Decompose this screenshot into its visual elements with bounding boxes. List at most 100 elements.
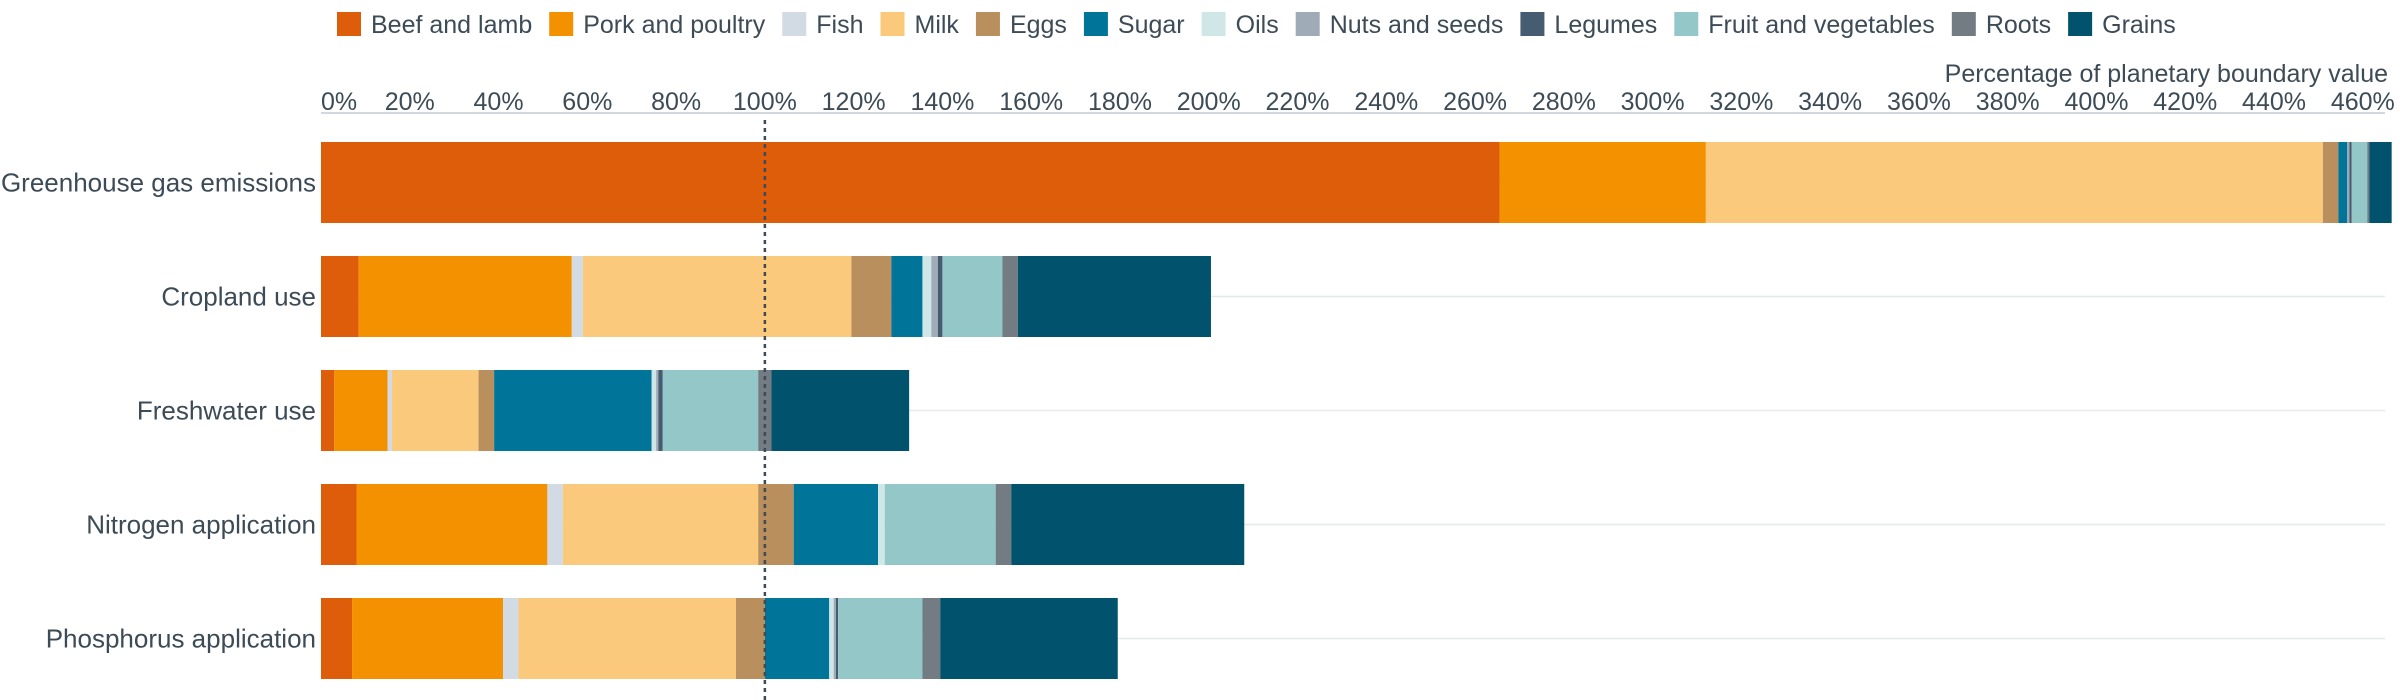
bar-phosphorus-application-milk	[518, 598, 737, 679]
bar-freshwater-use-pork-and-poultry	[334, 370, 388, 451]
bar-phosphorus-application-pork-and-poultry	[352, 598, 503, 679]
bar-cropland-use-pork-and-poultry	[358, 256, 572, 337]
x-tick-label: 260%	[1443, 88, 1507, 116]
bar-nitrogen-application-roots	[995, 484, 1012, 565]
bar-nitrogen-application-pork-and-poultry	[356, 484, 548, 565]
x-axis: 0% 20% 40% 60% 80% 100% 120% 140% 160% 180% 200% 22…	[321, 88, 2395, 116]
x-tick-label: 300%	[1621, 88, 1685, 116]
bar-nitrogen-application-milk	[562, 484, 759, 565]
bar-cropland-use-milk	[582, 256, 852, 337]
bar-freshwater-use-sugar	[494, 370, 652, 451]
bar-greenhouse-gas-emissions-milk	[1705, 142, 2323, 223]
x-axis-title: Percentage of planetary boundary value	[1945, 60, 2388, 88]
x-tick-label: 200%	[1177, 88, 1241, 116]
bar-cropland-use-fish	[571, 256, 583, 337]
bar-phosphorus-application-legumes	[835, 598, 839, 679]
bar-freshwater-use-grains	[771, 370, 910, 451]
legend-swatch-sugar	[1083, 12, 1108, 36]
category-label-freshwater-use: Freshwater use	[137, 396, 316, 426]
chart-legend: Beef and lamb Pork and poultry Fish Milk Egg…	[337, 11, 2176, 39]
bar-freshwater-use-eggs	[478, 370, 495, 451]
legend-label-nuts-and-seeds: Nuts and seeds	[1330, 11, 1504, 39]
bar-greenhouse-gas-emissions-eggs	[2322, 142, 2339, 223]
legend-swatch-eggs	[975, 12, 1000, 36]
x-tick-label: 220%	[1266, 88, 1330, 116]
category-label-greenhouse-gas-emissions: Greenhouse gas emissions	[1, 168, 316, 198]
bar-phosphorus-application-sugar	[764, 598, 830, 679]
x-tick-label: 320%	[1709, 88, 1773, 116]
bar-phosphorus-application-grains	[940, 598, 1118, 679]
x-tick-label: 440%	[2242, 88, 2306, 116]
x-tick-label: 240%	[1354, 88, 1418, 116]
bar-greenhouse-gas-emissions-grains	[2369, 142, 2392, 223]
bar-phosphorus-application-oils	[829, 598, 834, 679]
category-label-cropland-use: Cropland use	[161, 282, 316, 312]
legend-label-milk: Milk	[915, 11, 960, 39]
x-tick-label: 120%	[822, 88, 886, 116]
x-tick-label: 180%	[1088, 88, 1152, 116]
legend-swatch-nuts-and-seeds	[1295, 12, 1320, 36]
bar-greenhouse-gas-emissions-legumes	[2349, 142, 2352, 223]
bar-freshwater-use-fruit-and-vegetables	[662, 370, 759, 451]
x-tick-label: 380%	[1976, 88, 2040, 116]
bar-freshwater-use-oils	[651, 370, 657, 451]
bar-greenhouse-gas-emissions-roots	[2367, 142, 2370, 223]
bar-cropland-use-sugar	[891, 256, 923, 337]
legend-label-oils: Oils	[1236, 11, 1279, 39]
bar-cropland-use-fruit-and-vegetables	[942, 256, 1003, 337]
legend-swatch-grains	[2068, 12, 2093, 36]
bar-cropland-use-roots	[1002, 256, 1018, 337]
legend-swatch-roots	[1951, 12, 1976, 36]
category-label-nitrogen-application: Nitrogen application	[86, 510, 316, 540]
bar-freshwater-use-fish	[387, 370, 393, 451]
bar-cropland-use-oils	[922, 256, 932, 337]
legend-swatch-fruit-and-vegetables	[1674, 12, 1699, 36]
legend-label-roots: Roots	[1986, 11, 2051, 39]
bars	[321, 142, 2392, 679]
bar-phosphorus-application-nuts-and-seeds	[833, 598, 836, 679]
legend-swatch-beef-and-lamb	[337, 12, 361, 36]
x-tick-label: 60%	[562, 88, 612, 116]
legend-label-grains: Grains	[2102, 11, 2176, 39]
x-tick-label: 420%	[2153, 88, 2217, 116]
x-tick-label: 340%	[1798, 88, 1862, 116]
bar-cropland-use-nuts-and-seeds	[931, 256, 938, 337]
bar-greenhouse-gas-emissions-pork-and-poultry	[1499, 142, 1706, 223]
bar-freshwater-use-nuts-and-seeds	[656, 370, 659, 451]
category-label-phosphorus-application: Phosphorus application	[46, 624, 316, 654]
bar-nitrogen-application-fish	[547, 484, 563, 565]
x-tick-label: 160%	[999, 88, 1063, 116]
x-tick-label: 140%	[910, 88, 974, 116]
bar-cropland-use-eggs	[851, 256, 892, 337]
bar-cropland-use-beef-and-lamb	[321, 256, 359, 337]
bar-greenhouse-gas-emissions-sugar	[2338, 142, 2348, 223]
bar-phosphorus-application-fruit-and-vegetables	[838, 598, 923, 679]
legend-swatch-oils	[1201, 12, 1226, 36]
x-tick-label: 400%	[2065, 88, 2129, 116]
x-tick-label: 280%	[1532, 88, 1596, 116]
bar-nitrogen-application-fruit-and-vegetables	[884, 484, 996, 565]
legend-label-beef-and-lamb: Beef and lamb	[371, 11, 532, 39]
category-labels: Greenhouse gas emissions Cropland use Fres…	[1, 168, 316, 654]
bar-freshwater-use-milk	[392, 370, 479, 451]
legend-label-eggs: Eggs	[1010, 11, 1067, 39]
x-tick-label: 460%	[2331, 88, 2395, 116]
bar-nitrogen-application-grains	[1011, 484, 1245, 565]
bar-freshwater-use-legumes	[658, 370, 663, 451]
legend-swatch-milk	[880, 12, 905, 36]
x-tick-label: 100%	[733, 88, 797, 116]
legend-label-legumes: Legumes	[1554, 11, 1657, 39]
bar-freshwater-use-beef-and-lamb	[321, 370, 335, 451]
legend-swatch-pork-and-poultry	[549, 12, 574, 36]
bar-greenhouse-gas-emissions-beef-and-lamb	[321, 142, 1500, 223]
x-tick-label: 40%	[474, 88, 524, 116]
bar-phosphorus-application-fish	[502, 598, 519, 679]
legend-label-sugar: Sugar	[1118, 11, 1185, 39]
bar-greenhouse-gas-emissions-nuts-and-seeds	[2347, 142, 2350, 223]
bar-nitrogen-application-oils	[878, 484, 885, 565]
legend-swatch-fish	[782, 12, 807, 36]
legend-label-fruit-and-vegetables: Fruit and vegetables	[1708, 11, 1935, 39]
bar-nitrogen-application-sugar	[793, 484, 879, 565]
x-tick-label: 0%	[321, 88, 357, 116]
